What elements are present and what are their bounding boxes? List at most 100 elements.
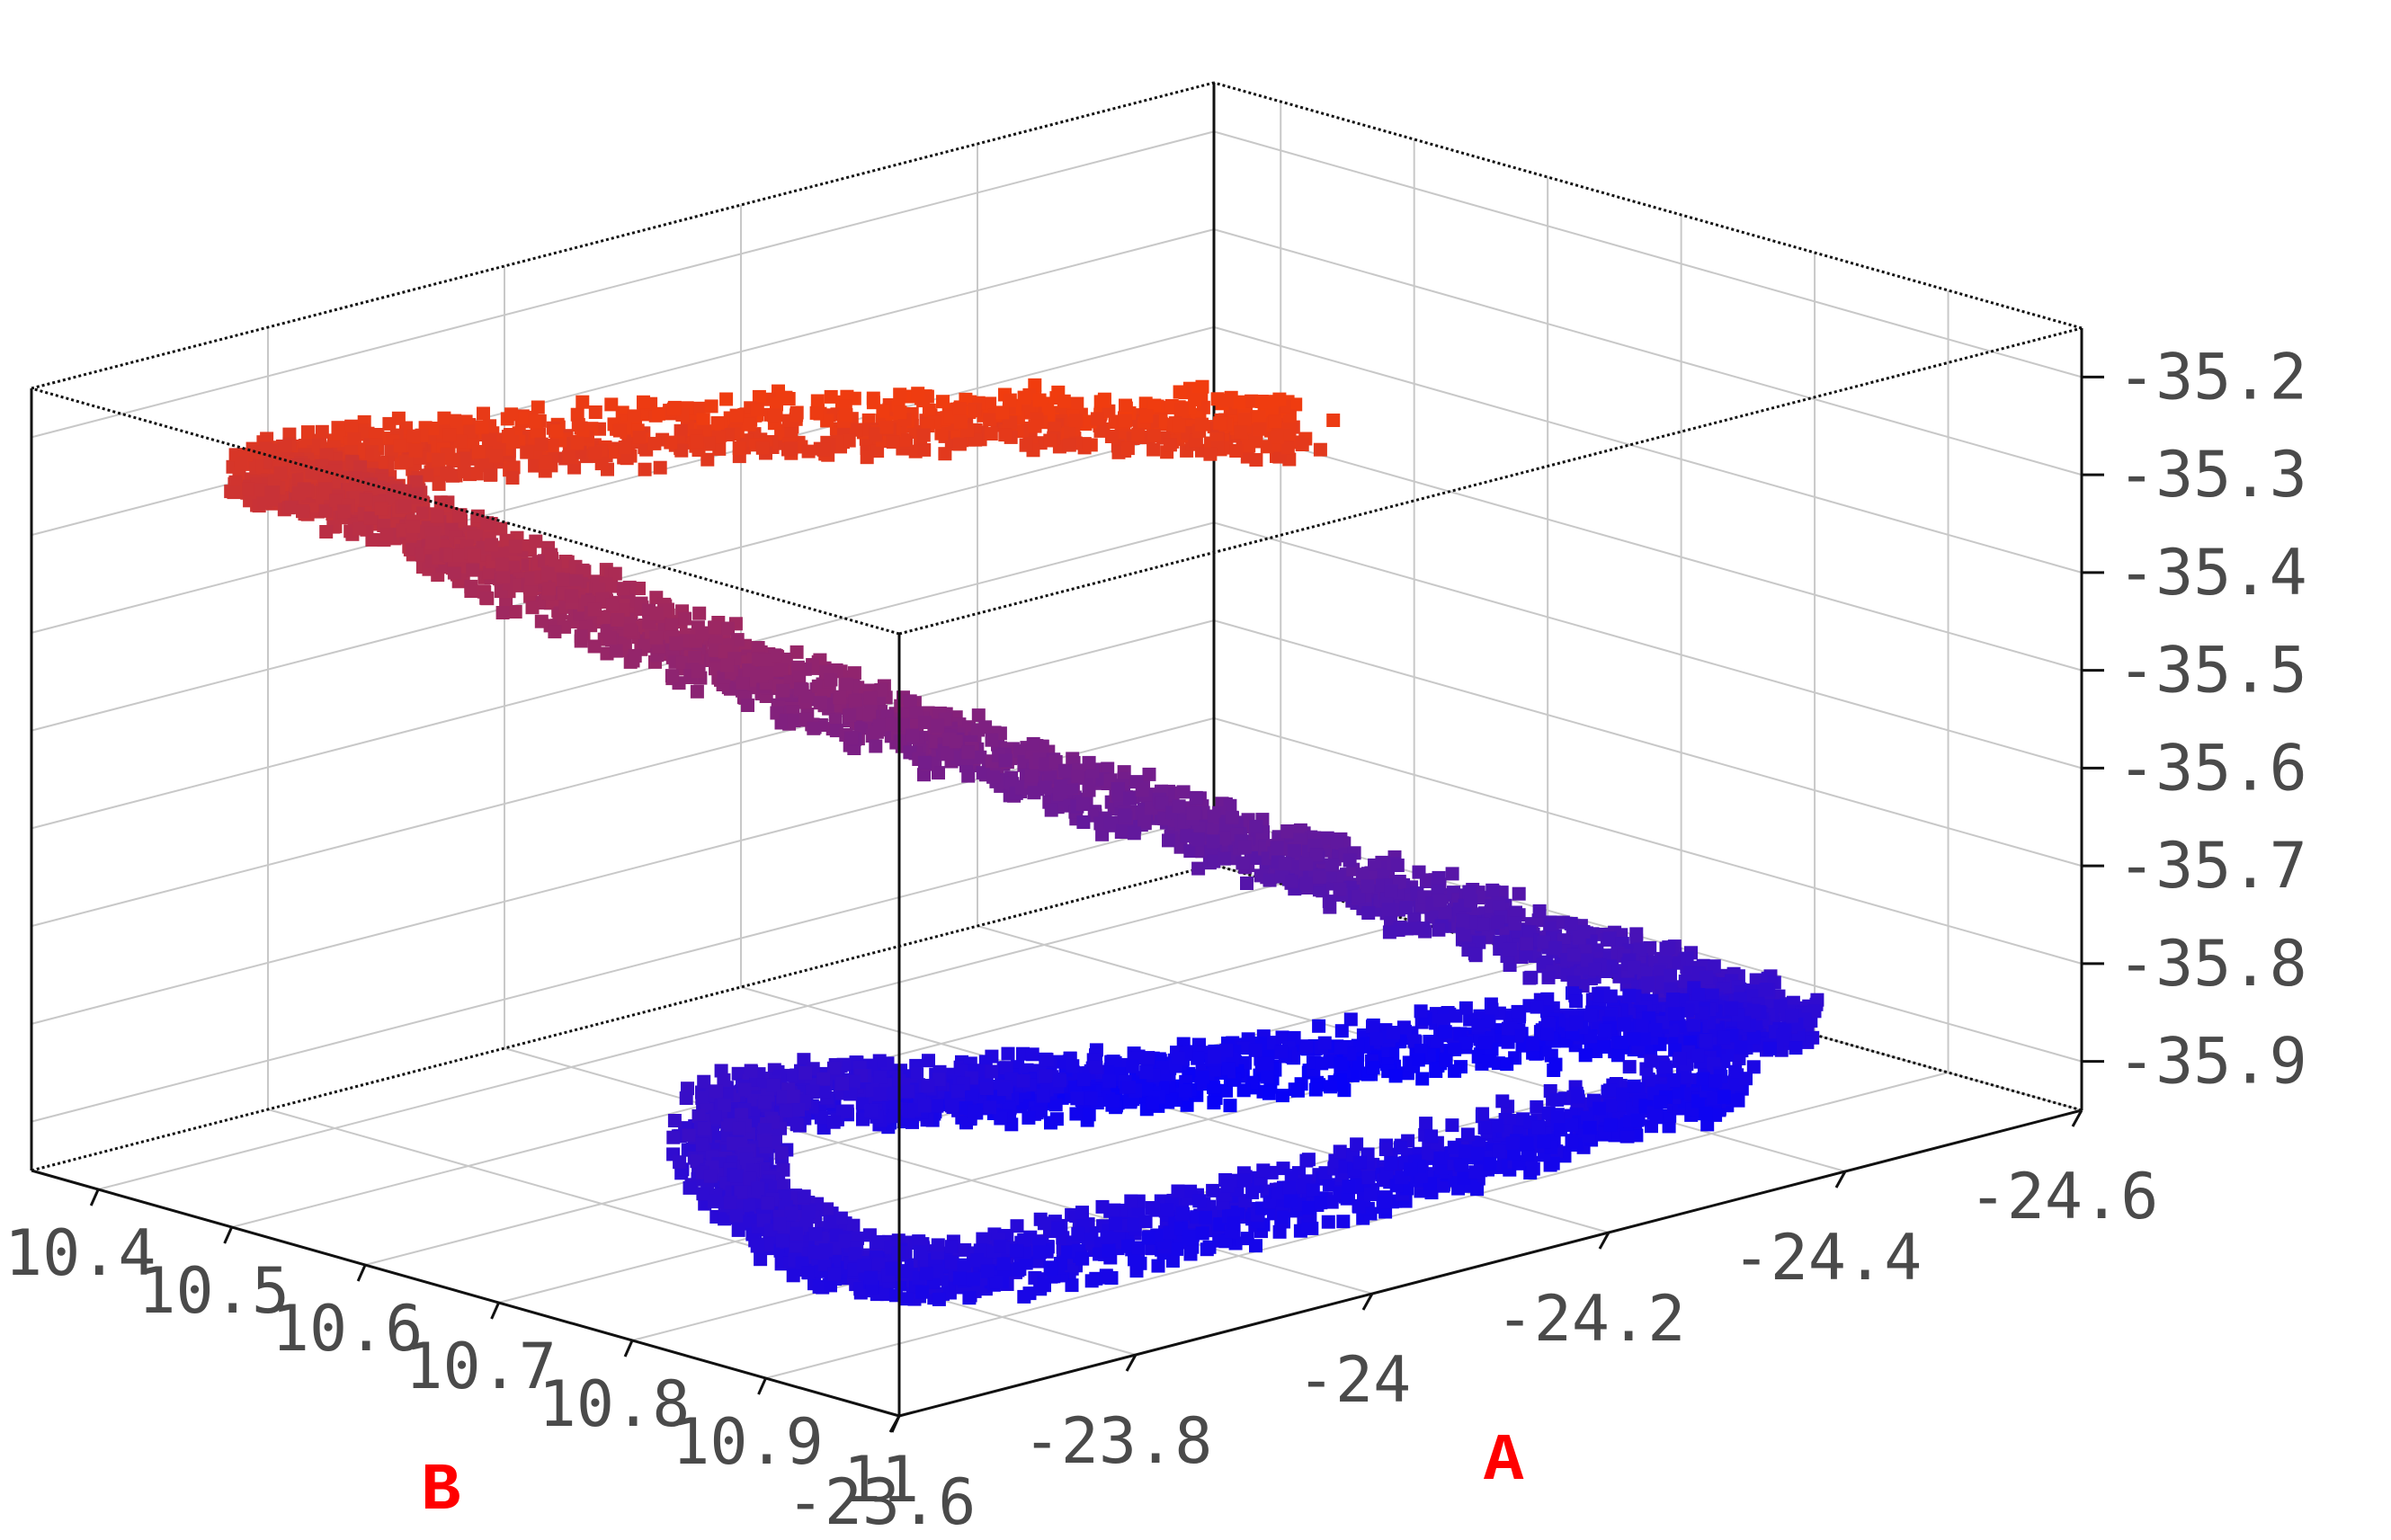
data-point — [1178, 1083, 1192, 1098]
data-point — [1501, 1021, 1515, 1036]
data-point — [545, 439, 559, 452]
data-point — [666, 1130, 681, 1144]
data-point — [1356, 868, 1369, 882]
data-point — [1438, 1025, 1452, 1039]
data-point — [534, 614, 549, 628]
data-point — [1432, 870, 1446, 885]
data-point — [1249, 453, 1263, 467]
data-point — [1122, 1080, 1136, 1094]
data-point — [692, 606, 707, 620]
data-point — [1478, 1036, 1493, 1050]
data-point — [1071, 769, 1085, 783]
data-point — [860, 450, 874, 465]
data-point — [784, 441, 798, 456]
data-point — [901, 1084, 915, 1099]
data-point — [328, 464, 342, 478]
data-point — [457, 451, 471, 466]
data-point — [697, 1121, 711, 1135]
data-point — [1135, 783, 1149, 797]
data-point — [1171, 1051, 1185, 1065]
data-point — [961, 769, 976, 783]
data-point — [273, 466, 288, 480]
data-point — [701, 436, 716, 450]
data-point — [1524, 970, 1539, 984]
data-point — [967, 1104, 981, 1118]
data-point — [786, 1090, 800, 1104]
data-point — [1120, 441, 1135, 456]
data-point — [489, 449, 504, 463]
data-point — [951, 1084, 965, 1099]
data-point — [1089, 1060, 1103, 1074]
data-point — [528, 458, 542, 473]
data-point — [776, 683, 790, 698]
data-point — [1388, 1069, 1403, 1083]
data-point — [1106, 1094, 1120, 1108]
data-point — [1139, 409, 1154, 423]
data-point — [1588, 962, 1602, 976]
data-point — [708, 1195, 721, 1209]
data-point — [1082, 1108, 1096, 1122]
data-point — [540, 566, 555, 581]
data-point — [1387, 1026, 1401, 1039]
data-point — [1532, 904, 1547, 918]
data-point — [1399, 901, 1414, 915]
data-point — [1597, 1040, 1611, 1054]
data-point — [365, 533, 379, 547]
data-point — [1001, 1046, 1015, 1061]
data-point — [708, 1110, 722, 1124]
data-point — [1503, 942, 1517, 957]
data-point — [1759, 983, 1773, 996]
grid-line-side-z — [1213, 130, 2083, 378]
data-point — [1564, 916, 1578, 930]
data-point — [1270, 430, 1284, 444]
data-point — [1382, 925, 1396, 939]
data-point — [1540, 1027, 1555, 1041]
data-point — [873, 1087, 888, 1100]
data-point — [1164, 1092, 1178, 1107]
data-point — [978, 720, 993, 734]
grid-line-floor-b — [97, 883, 1281, 1190]
data-point — [1062, 438, 1076, 452]
data-point — [1603, 989, 1618, 1003]
data-point — [437, 411, 451, 425]
data-point — [618, 441, 632, 454]
data-point — [587, 639, 602, 654]
data-point — [917, 1099, 932, 1113]
data-point — [886, 435, 900, 450]
data-point — [623, 623, 638, 637]
data-point — [1491, 915, 1505, 930]
data-point — [1188, 393, 1202, 406]
data-point — [1183, 844, 1198, 859]
data-point — [1449, 1009, 1463, 1023]
data-point — [442, 428, 457, 442]
data-point — [737, 1082, 752, 1097]
data-point — [1299, 1039, 1314, 1054]
data-point — [1390, 859, 1405, 872]
data-point — [297, 482, 311, 496]
data-point — [319, 448, 334, 462]
data-point — [539, 455, 553, 469]
data-point — [259, 441, 273, 456]
data-point — [588, 446, 602, 460]
data-point — [774, 1145, 789, 1160]
data-point — [1330, 834, 1344, 848]
data-point — [1082, 783, 1096, 797]
data-point — [278, 440, 292, 454]
data-point — [457, 465, 471, 478]
data-point — [1468, 947, 1482, 961]
data-point — [1274, 1045, 1289, 1059]
data-point — [718, 1099, 731, 1112]
data-point — [1280, 441, 1295, 455]
box-edge — [31, 81, 1215, 390]
data-point — [1299, 857, 1313, 871]
data-point — [1229, 444, 1244, 458]
data-point — [807, 721, 821, 735]
data-point — [409, 475, 424, 489]
data-point — [479, 591, 494, 605]
data-point — [729, 1208, 744, 1223]
data-point — [647, 436, 662, 450]
data-point — [695, 626, 709, 640]
data-point — [839, 408, 853, 422]
data-point — [1057, 394, 1071, 408]
data-point — [1163, 438, 1177, 452]
